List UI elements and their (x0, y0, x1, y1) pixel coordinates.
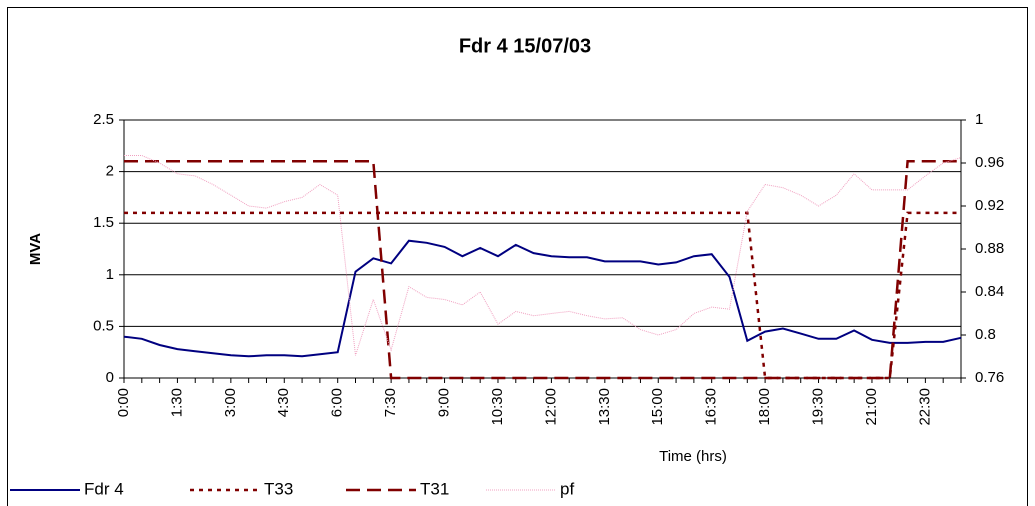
x-tick-label: 21:00 (863, 388, 880, 426)
y-tick-label: 2 (106, 163, 114, 180)
x-tick-label: 18:00 (756, 388, 773, 426)
y2-tick-label: 0.88 (975, 240, 1004, 257)
x-tick-label: 10:30 (489, 388, 506, 426)
y-tick-label: 0.5 (93, 317, 114, 334)
y2-tick-label: 0.92 (975, 197, 1004, 214)
y-tick-label: 0 (106, 369, 114, 386)
legend-label: T31 (420, 479, 449, 498)
x-tick-label: 6:00 (329, 388, 346, 417)
x-tick-label: 13:30 (596, 388, 613, 426)
y-tick-label: 2.5 (93, 111, 114, 128)
legend-label: pf (560, 479, 574, 498)
x-tick-label: 4:30 (275, 388, 292, 417)
x-tick-label: 12:00 (542, 388, 559, 426)
series-line (123, 239, 962, 358)
plot-area (124, 120, 961, 378)
series-line (124, 160, 961, 380)
x-tick-label: 15:00 (649, 388, 666, 426)
x-tick-label: 22:30 (916, 388, 933, 426)
y-axis-title: MVA (27, 233, 44, 265)
x-axis-title: Time (hrs) (659, 448, 727, 465)
chart-title: Fdr 4 15/07/03 (459, 35, 591, 57)
y2-tick-label: 0.8 (975, 326, 996, 343)
x-tick-label: 1:30 (168, 388, 185, 417)
x-tick-label: 3:00 (222, 388, 239, 417)
x-tick-label: 16:30 (703, 388, 720, 426)
legend-label: Fdr 4 (84, 479, 124, 498)
y2-tick-label: 0.76 (975, 369, 1004, 386)
y-tick-label: 1 (106, 266, 114, 283)
x-tick-label: 7:30 (382, 388, 399, 417)
x-tick-label: 19:30 (810, 388, 827, 426)
y2-tick-label: 0.96 (975, 154, 1004, 171)
legend-label: T33 (264, 479, 293, 498)
y2-tick-label: 0.84 (975, 283, 1004, 300)
y2-tick-label: 1 (975, 111, 983, 128)
y-tick-label: 1.5 (93, 214, 114, 231)
x-tick-label: 9:00 (436, 388, 453, 417)
series-line (124, 155, 962, 356)
x-tick-label: 0:00 (115, 388, 132, 417)
